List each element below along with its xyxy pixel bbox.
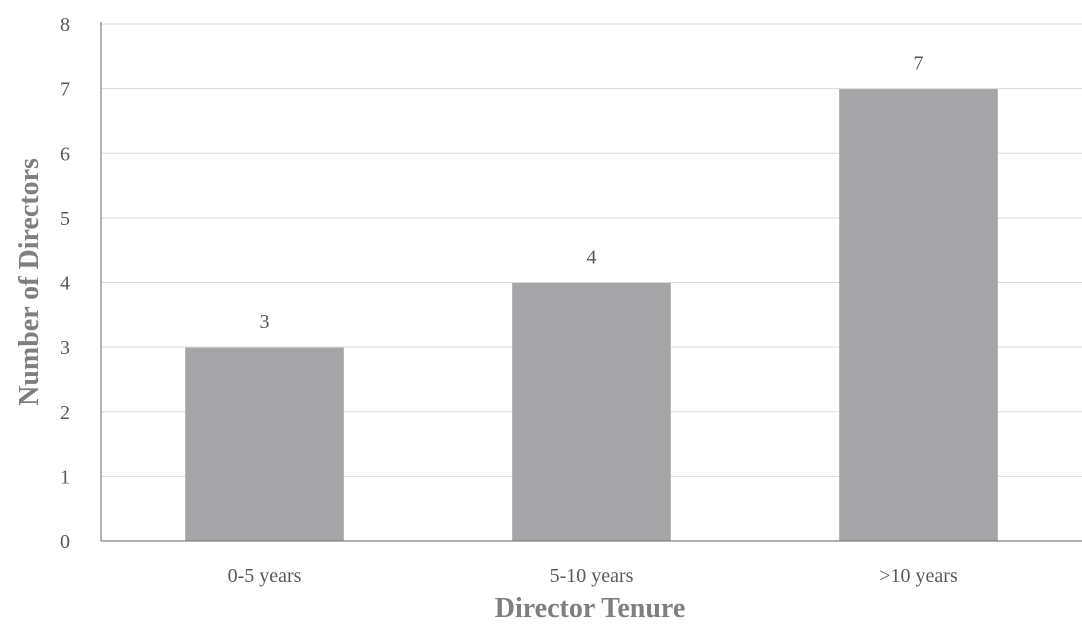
bar-1 (185, 347, 344, 541)
bar-2 (512, 282, 671, 541)
bars (185, 88, 998, 541)
bar-3 (839, 88, 998, 541)
y-tick-label: 0 (60, 531, 70, 553)
x-axis-title: Director Tenure (495, 593, 686, 624)
x-tick-label: 5-10 years (550, 565, 634, 587)
y-tick-label: 2 (60, 402, 70, 424)
labels: 0 1 2 3 4 5 6 7 8 3 0-5 years 4 5-10 years 7 >10 years (60, 14, 958, 587)
y-tick-label: 7 (60, 79, 70, 101)
axes (100, 22, 1082, 542)
y-tick-label: 6 (60, 143, 70, 165)
x-tick-label: 0-5 years (228, 565, 302, 587)
data-label: 3 (260, 311, 270, 333)
data-label: 7 (914, 53, 924, 75)
data-label: 4 (587, 247, 597, 269)
y-tick-label: 4 (60, 273, 70, 295)
y-tick-label: 1 (60, 466, 70, 488)
y-axis-title: Number of Directors (14, 158, 45, 406)
y-tick-label: 5 (60, 208, 70, 230)
y-tick-label: 3 (60, 337, 70, 359)
x-tick-label: >10 years (879, 565, 958, 587)
y-tick-label: 8 (60, 14, 70, 36)
